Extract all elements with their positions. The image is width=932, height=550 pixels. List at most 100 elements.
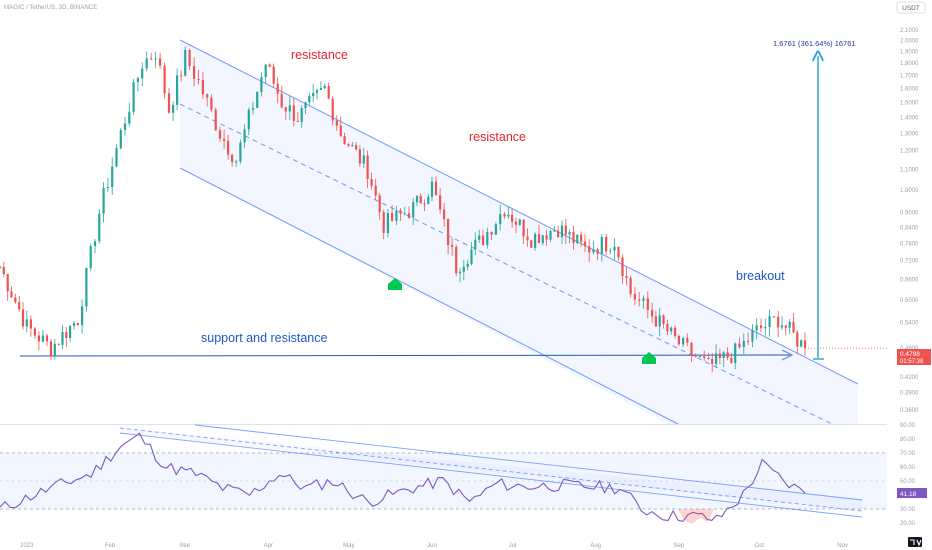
- candle-body: [690, 342, 693, 356]
- candle-body: [564, 225, 567, 235]
- candle-body: [511, 214, 514, 222]
- candle-body: [180, 75, 183, 77]
- tradingview-logo[interactable]: [908, 537, 922, 547]
- price-tick-label: 1.7000: [900, 74, 919, 80]
- candle-body: [568, 232, 571, 235]
- candle-body: [427, 196, 430, 204]
- price-tick-label: 1.9000: [900, 50, 919, 56]
- candle-body: [545, 235, 548, 240]
- price-tick-label: 0.6600: [900, 277, 919, 283]
- candle-body: [145, 58, 148, 69]
- candle-body: [707, 357, 710, 359]
- candle-body: [788, 321, 791, 328]
- candlestick-series: [0, 46, 887, 373]
- candle-body: [163, 65, 166, 94]
- candle-body: [677, 336, 680, 345]
- time-tick-label: Nov: [837, 543, 848, 549]
- candle-body: [722, 352, 725, 358]
- candle-body: [662, 315, 665, 324]
- candle-body: [304, 102, 307, 109]
- price-tick-label: 2.0000: [900, 39, 919, 45]
- candle-body: [49, 341, 53, 357]
- candle-body: [654, 316, 657, 327]
- price-tick-label: 1.8000: [900, 61, 919, 67]
- candle-body: [292, 105, 295, 121]
- price-tick-label: 0.3900: [900, 391, 919, 397]
- candle-body: [395, 210, 398, 221]
- candle-body: [642, 298, 645, 301]
- candle-body: [742, 340, 745, 348]
- price-tick-label: 0.7200: [900, 259, 919, 265]
- candle-body: [14, 297, 17, 302]
- candle-body: [474, 239, 477, 250]
- candle-body: [264, 64, 267, 78]
- candle-body: [141, 68, 144, 79]
- currency-label[interactable]: USDT: [902, 5, 920, 12]
- candle-body: [201, 80, 204, 95]
- candle-body: [41, 335, 44, 342]
- candle-body: [57, 343, 60, 345]
- resistance-label-1: resistance: [291, 48, 348, 62]
- candle-body: [403, 213, 406, 215]
- candle-body: [76, 323, 79, 325]
- candle-body: [231, 154, 234, 163]
- candle-body: [378, 195, 381, 213]
- candle-body: [239, 142, 242, 162]
- candle-body: [128, 111, 131, 124]
- candle-body: [386, 213, 389, 233]
- price-tick-label: 0.9000: [900, 211, 919, 217]
- candle-body: [407, 213, 411, 218]
- candle-body: [227, 140, 230, 155]
- rsi-tick-label: 60.00: [900, 465, 916, 471]
- candle-body: [419, 195, 422, 204]
- candle-body: [247, 109, 250, 130]
- rsi-trendline-upper: [194, 424, 863, 501]
- current-price-badge: [897, 349, 931, 365]
- rsi-value-badge: [897, 488, 927, 498]
- time-tick-label: Apr: [264, 543, 273, 549]
- rsi-tick-label: 70.00: [900, 451, 916, 457]
- candle-body: [323, 85, 326, 88]
- candle-body: [2, 266, 5, 275]
- candle-body: [507, 214, 510, 217]
- candle-body: [111, 166, 114, 187]
- candle-body: [132, 82, 135, 112]
- candle-body: [451, 245, 454, 247]
- candle-body: [53, 343, 56, 357]
- currency-box[interactable]: [896, 1, 926, 14]
- candle-body: [764, 327, 767, 329]
- candle-body: [150, 58, 153, 60]
- channel-middle-line: [179, 103, 833, 425]
- candle-body: [136, 78, 139, 82]
- candle-body: [93, 241, 97, 247]
- candle-body: [583, 241, 587, 247]
- candle-body: [462, 266, 465, 272]
- candle-body: [666, 324, 669, 332]
- candle-body: [658, 315, 661, 327]
- price-axis-bg[interactable]: [887, 0, 932, 550]
- rsi-tick-label: 20.00: [900, 521, 916, 527]
- candle-body: [443, 209, 446, 220]
- candle-body: [592, 249, 595, 253]
- price-tick-label: 0.8400: [900, 225, 919, 231]
- candle-body: [572, 232, 575, 243]
- candle-body: [439, 195, 442, 210]
- candle-body: [123, 123, 127, 130]
- candle-body: [499, 214, 502, 225]
- candle-body: [646, 298, 649, 310]
- candle-body: [455, 246, 458, 274]
- candle-body: [682, 338, 685, 345]
- rsi-tick-label: 30.00: [900, 507, 916, 513]
- rsi-current-value: 41.18: [900, 491, 917, 498]
- rsi-tick-label: 80.00: [900, 437, 916, 443]
- candle-body: [331, 98, 334, 121]
- candle-body: [115, 148, 118, 167]
- candle-body: [698, 356, 702, 358]
- price-axis-ticks: 2.1000 2.0000 1.9000 1.8000 1.7000 1.6000 1.50…: [900, 28, 919, 414]
- candle-body: [726, 352, 729, 358]
- candle-body: [617, 246, 620, 258]
- candle-body: [715, 353, 718, 364]
- candle-body: [674, 327, 677, 336]
- candle-body: [777, 316, 780, 328]
